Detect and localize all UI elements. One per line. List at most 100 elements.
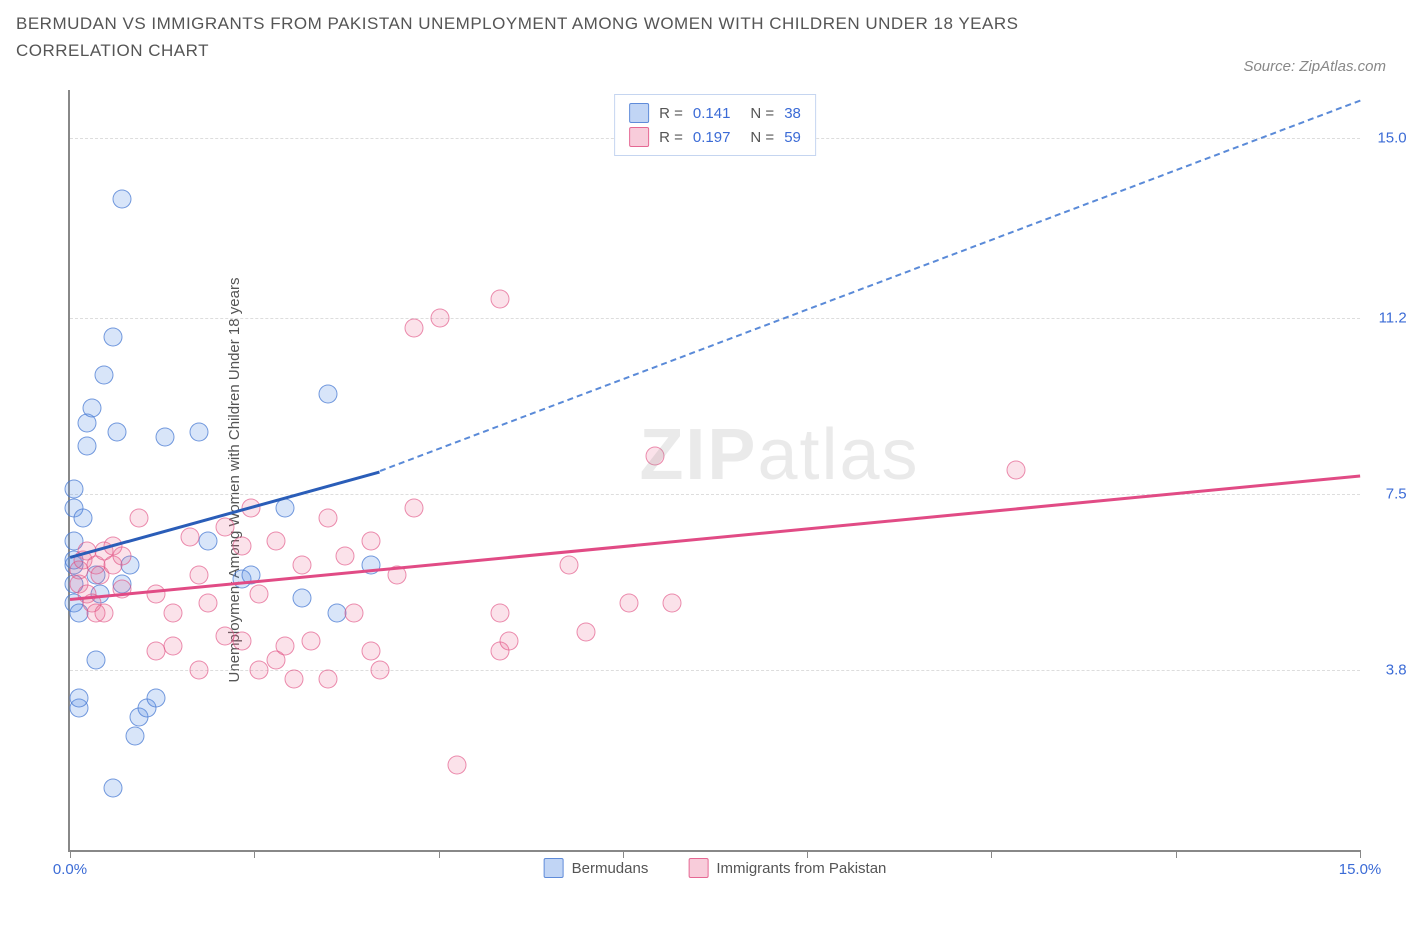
r-label: R =	[659, 129, 683, 146]
scatter-point	[155, 427, 174, 446]
x-tick	[254, 850, 255, 858]
n-value-pakistan: 59	[784, 129, 801, 146]
scatter-point	[73, 508, 92, 527]
scatter-point	[104, 779, 123, 798]
scatter-point	[147, 689, 166, 708]
legend-row-bermudans: R = 0.141 N = 38	[629, 101, 801, 125]
scatter-point	[663, 594, 682, 613]
scatter-point	[267, 532, 286, 551]
scatter-point	[327, 603, 346, 622]
legend-label: Immigrants from Pakistan	[716, 860, 886, 877]
x-tick	[439, 850, 440, 858]
scatter-point	[405, 318, 424, 337]
scatter-point	[344, 603, 363, 622]
legend-item-pakistan: Immigrants from Pakistan	[688, 858, 886, 878]
scatter-point	[276, 499, 295, 518]
scatter-point	[645, 446, 664, 465]
scatter-point	[147, 584, 166, 603]
scatter-point	[233, 537, 252, 556]
scatter-point	[190, 423, 209, 442]
chart-source: Source: ZipAtlas.com	[1243, 58, 1386, 75]
scatter-point	[448, 755, 467, 774]
x-tick	[1176, 850, 1177, 858]
trend-line	[379, 100, 1360, 472]
scatter-point	[336, 546, 355, 565]
scatter-point	[82, 399, 101, 418]
scatter-point	[284, 670, 303, 689]
scatter-point	[362, 532, 381, 551]
scatter-point	[78, 437, 97, 456]
gridline-h	[70, 318, 1360, 319]
legend-label: Bermudans	[572, 860, 649, 877]
x-tick	[991, 850, 992, 858]
scatter-point	[147, 641, 166, 660]
n-label: N =	[750, 129, 774, 146]
scatter-point	[190, 660, 209, 679]
scatter-point	[370, 660, 389, 679]
y-tick-label: 15.0%	[1365, 129, 1406, 146]
scatter-point	[276, 636, 295, 655]
scatter-point	[112, 190, 131, 209]
swatch-pink-icon	[629, 127, 649, 147]
x-tick	[623, 850, 624, 858]
scatter-point	[499, 632, 518, 651]
scatter-point	[319, 670, 338, 689]
watermark-rest: atlas	[757, 415, 919, 495]
y-tick-label: 11.2%	[1365, 310, 1406, 327]
scatter-point	[86, 651, 105, 670]
scatter-point	[559, 556, 578, 575]
scatter-point	[362, 641, 381, 660]
scatter-point	[293, 589, 312, 608]
scatter-point	[491, 603, 510, 622]
scatter-point	[319, 385, 338, 404]
scatter-point	[164, 636, 183, 655]
r-value-bermudans: 0.141	[693, 105, 731, 122]
r-value-pakistan: 0.197	[693, 129, 731, 146]
y-tick-label: 3.8%	[1365, 661, 1406, 678]
scatter-point	[491, 290, 510, 309]
scatter-point	[95, 603, 114, 622]
scatter-point	[293, 556, 312, 575]
scatter-point	[164, 603, 183, 622]
scatter-point	[198, 532, 217, 551]
scatter-point	[250, 660, 269, 679]
scatter-point	[95, 366, 114, 385]
legend-item-bermudans: Bermudans	[544, 858, 649, 878]
scatter-point	[620, 594, 639, 613]
scatter-point	[405, 499, 424, 518]
swatch-pink-icon	[688, 858, 708, 878]
scatter-point	[301, 632, 320, 651]
legend-row-pakistan: R = 0.197 N = 59	[629, 125, 801, 149]
scatter-point	[125, 727, 144, 746]
scatter-point	[215, 627, 234, 646]
plot-region: ZIPatlas R = 0.141 N = 38 R = 0.197 N = …	[68, 90, 1360, 852]
n-label: N =	[750, 105, 774, 122]
scatter-point	[233, 632, 252, 651]
scatter-point	[198, 594, 217, 613]
y-tick-label: 7.5%	[1365, 485, 1406, 502]
correlation-legend: R = 0.141 N = 38 R = 0.197 N = 59	[614, 94, 816, 156]
scatter-point	[129, 508, 148, 527]
scatter-point	[319, 508, 338, 527]
scatter-point	[112, 546, 131, 565]
scatter-point	[430, 309, 449, 328]
x-tick	[807, 850, 808, 858]
swatch-blue-icon	[544, 858, 564, 878]
n-value-bermudans: 38	[784, 105, 801, 122]
r-label: R =	[659, 105, 683, 122]
chart-title: BERMUDAN VS IMMIGRANTS FROM PAKISTAN UNE…	[16, 10, 1116, 64]
scatter-point	[108, 423, 127, 442]
x-tick-label: 0.0%	[53, 861, 87, 878]
scatter-point	[1007, 461, 1026, 480]
series-legend: Bermudans Immigrants from Pakistan	[544, 858, 887, 878]
scatter-point	[65, 480, 84, 499]
scatter-point	[250, 584, 269, 603]
chart-area: Unemployment Among Women with Children U…	[50, 90, 1380, 870]
scatter-point	[190, 565, 209, 584]
x-tick	[1360, 850, 1361, 858]
swatch-blue-icon	[629, 103, 649, 123]
scatter-point	[577, 622, 596, 641]
x-tick	[70, 850, 71, 858]
scatter-point	[104, 328, 123, 347]
x-tick-label: 15.0%	[1339, 861, 1382, 878]
